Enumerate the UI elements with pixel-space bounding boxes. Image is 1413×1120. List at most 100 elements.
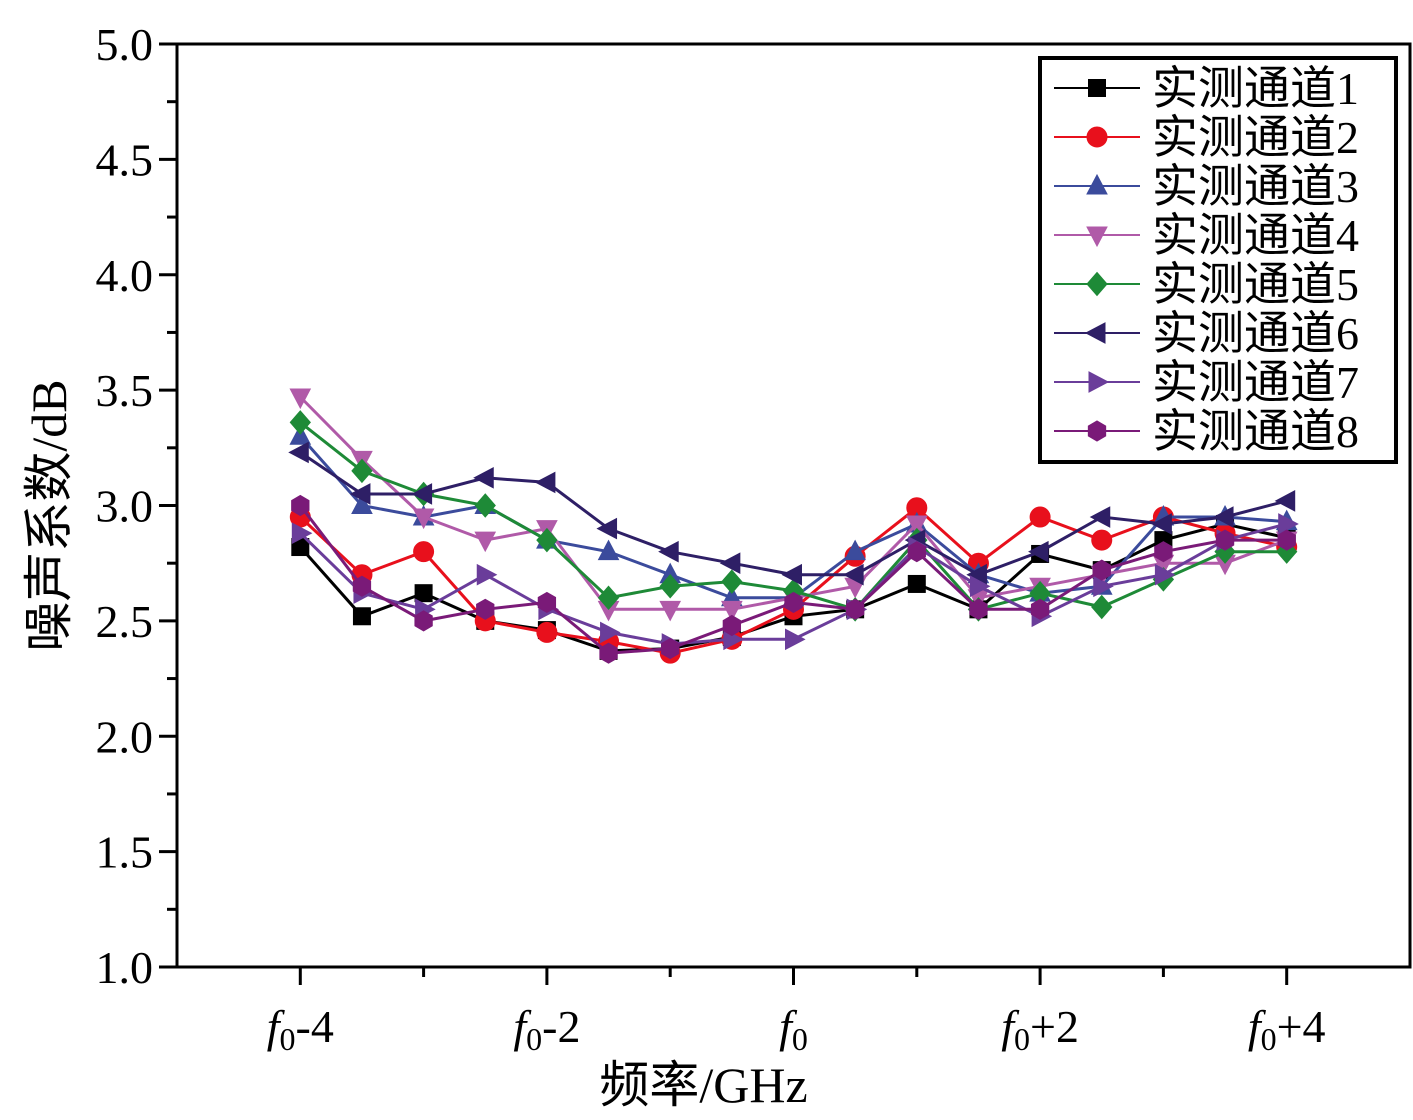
legend-item: 实测通道8 bbox=[1054, 406, 1359, 457]
data-point bbox=[1151, 513, 1172, 535]
data-point bbox=[658, 540, 679, 563]
data-point bbox=[1030, 598, 1050, 620]
legend-marker bbox=[1086, 173, 1108, 195]
legend-marker bbox=[1088, 371, 1110, 393]
legend-label: 实测通道8 bbox=[1152, 406, 1359, 457]
data-point bbox=[600, 621, 621, 644]
data-point bbox=[1277, 529, 1296, 551]
legend-marker bbox=[1084, 322, 1106, 344]
data-point bbox=[414, 610, 433, 632]
data-point bbox=[291, 494, 310, 517]
legend-label: 实测通道5 bbox=[1152, 259, 1359, 310]
legend-label: 实测通道4 bbox=[1152, 210, 1359, 261]
data-point bbox=[719, 552, 741, 575]
data-point bbox=[1089, 506, 1111, 528]
data-point bbox=[597, 585, 620, 611]
legend-marker bbox=[1087, 420, 1107, 442]
data-point bbox=[1215, 529, 1235, 551]
y-tick-label: 2.5 bbox=[96, 596, 154, 647]
data-point bbox=[844, 539, 866, 561]
data-point bbox=[1154, 541, 1173, 563]
data-point bbox=[289, 410, 311, 435]
legend-item: 实测通道1 bbox=[1054, 63, 1359, 114]
data-point bbox=[596, 517, 618, 540]
data-point bbox=[969, 575, 991, 598]
data-point bbox=[536, 621, 558, 643]
legend-item: 实测通道5 bbox=[1054, 259, 1359, 310]
legend-marker bbox=[1086, 226, 1108, 248]
data-point bbox=[476, 563, 498, 586]
data-point bbox=[659, 600, 682, 622]
data-point bbox=[411, 483, 433, 505]
data-point bbox=[907, 574, 926, 593]
data-point bbox=[537, 591, 557, 613]
data-point bbox=[781, 563, 802, 586]
y-tick-label: 3.5 bbox=[96, 365, 154, 416]
legend-item: 实测通道4 bbox=[1054, 210, 1359, 261]
data-point bbox=[1093, 575, 1114, 598]
legend-marker bbox=[1086, 271, 1108, 297]
data-point bbox=[1091, 594, 1113, 620]
legend-label: 实测通道7 bbox=[1152, 357, 1359, 408]
series-8 bbox=[291, 494, 1296, 664]
data-point bbox=[351, 493, 373, 514]
x-axis: f0-4 f0-2 f0 f0+2 f0+4 bbox=[267, 967, 1326, 1057]
y-tick-label: 2.0 bbox=[96, 711, 154, 762]
data-point bbox=[289, 388, 312, 410]
data-point bbox=[1029, 506, 1051, 528]
x-tick-label: f0+2 bbox=[1001, 1001, 1079, 1057]
x-tick-label: f0-2 bbox=[513, 1001, 580, 1057]
legend-item: 实测通道3 bbox=[1054, 161, 1359, 212]
legend-marker bbox=[1086, 126, 1108, 148]
data-point bbox=[1028, 540, 1049, 563]
y-tick-label: 1.5 bbox=[96, 827, 154, 878]
data-point bbox=[907, 541, 926, 563]
data-point bbox=[536, 527, 558, 553]
y-tick-label: 5.0 bbox=[96, 19, 154, 70]
data-point bbox=[721, 600, 743, 622]
legend-marker bbox=[1088, 79, 1106, 97]
data-point bbox=[474, 493, 496, 518]
data-point bbox=[785, 628, 806, 651]
data-point bbox=[476, 598, 495, 620]
data-point bbox=[599, 642, 618, 664]
legend-label: 实测通道6 bbox=[1152, 308, 1359, 359]
data-point bbox=[722, 614, 742, 637]
y-axis-title: 噪声系数/dB bbox=[21, 379, 77, 651]
y-tick-label: 3.0 bbox=[96, 481, 154, 532]
x-tick-label: f0+4 bbox=[1248, 1001, 1326, 1057]
data-point bbox=[413, 541, 435, 563]
data-point bbox=[1212, 506, 1234, 528]
data-point bbox=[969, 598, 988, 620]
y-axis: 1.0 1.5 2.0 2.5 3.0 3.5 4.0 4.5 5.0 bbox=[96, 19, 177, 993]
y-tick-label: 1.0 bbox=[96, 942, 154, 993]
data-point bbox=[597, 539, 620, 561]
legend-item: 实测通道2 bbox=[1054, 112, 1359, 163]
y-tick-label: 4.0 bbox=[96, 250, 154, 301]
data-point bbox=[534, 471, 556, 494]
legend-label: 实测通道3 bbox=[1152, 161, 1359, 212]
data-point bbox=[1274, 490, 1296, 512]
legend-label: 实测通道2 bbox=[1152, 112, 1359, 163]
data-point bbox=[905, 515, 928, 537]
data-point bbox=[1278, 513, 1299, 535]
x-axis-title: 频率/GHz bbox=[599, 1057, 807, 1113]
data-point bbox=[351, 458, 373, 484]
data-point bbox=[845, 598, 865, 620]
data-point bbox=[473, 466, 494, 489]
data-point bbox=[1092, 559, 1111, 581]
data-point bbox=[843, 563, 864, 586]
data-point bbox=[352, 607, 371, 626]
legend-box bbox=[1038, 56, 1398, 464]
data-point bbox=[659, 574, 681, 599]
data-point bbox=[289, 424, 312, 445]
data-point bbox=[352, 575, 372, 597]
series-layer bbox=[288, 388, 1299, 664]
data-point bbox=[412, 508, 435, 530]
y-tick-label: 4.5 bbox=[96, 134, 154, 185]
x-tick-label: f0 bbox=[779, 1001, 808, 1057]
data-point bbox=[784, 591, 803, 613]
data-point bbox=[291, 522, 313, 545]
